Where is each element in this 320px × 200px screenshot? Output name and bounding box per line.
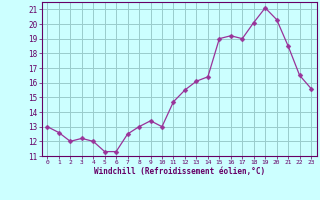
X-axis label: Windchill (Refroidissement éolien,°C): Windchill (Refroidissement éolien,°C) <box>94 167 265 176</box>
